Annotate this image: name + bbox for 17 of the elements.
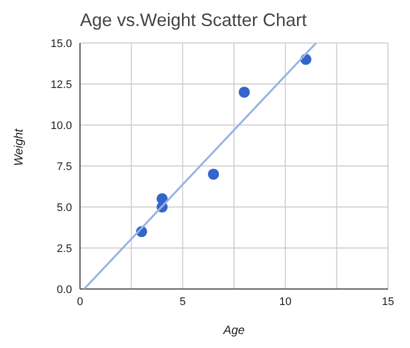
y-tick-label: 10.0 — [50, 120, 72, 132]
y-tick-label: 5.0 — [56, 202, 72, 214]
x-tick-label: 5 — [180, 296, 186, 308]
point — [208, 168, 219, 180]
y-tick-label: 15.0 — [50, 38, 72, 50]
y-axis-title: Weight — [11, 128, 26, 166]
point — [156, 193, 168, 204]
y-tick-label: 2.5 — [56, 242, 72, 255]
y-tick-label: 0.0 — [56, 284, 72, 296]
x-tick-label: 0 — [76, 296, 84, 308]
y-tick-label: 12.5 — [50, 78, 72, 91]
x-tick-label: 15 — [382, 296, 394, 308]
x-tick-label: 10 — [279, 296, 292, 308]
point — [238, 86, 250, 98]
chart-title: Age vs.Weight Scatter Chart — [80, 10, 307, 31]
x-axis-title: Age — [222, 323, 245, 337]
y-tick-label: 7.5 — [56, 160, 72, 173]
